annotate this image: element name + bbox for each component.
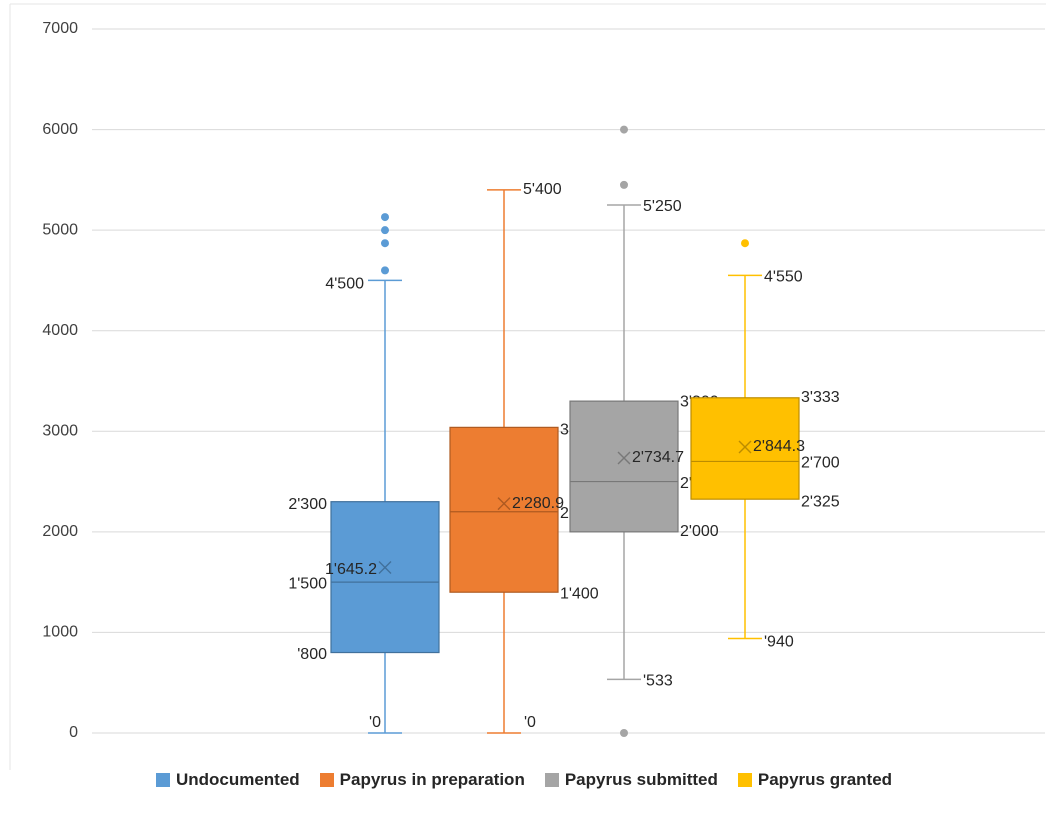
legend-swatch: [319, 773, 334, 787]
legend: Undocumented Papyrus in preparation Papyru…: [0, 770, 1048, 790]
data-label-max: 4'500: [325, 276, 364, 293]
box: [449, 426, 559, 593]
data-label-median: 1'500: [288, 575, 327, 592]
mean-marker: [497, 497, 511, 511]
data-label-q3: 2'300: [288, 496, 327, 513]
mean-marker: [738, 440, 752, 454]
legend-item: Papyrus in preparation: [319, 770, 525, 790]
legend-swatch: [155, 773, 170, 787]
data-label-mean: 2'844.3: [753, 438, 805, 455]
data-label-q1: 1'400: [560, 585, 599, 602]
box-plot-chart: 0 1000 2000 3000 4000 5000 6000 7000 4'500 2'300 1…: [9, 3, 1046, 770]
y-tick-label: 6000: [42, 121, 78, 138]
y-tick-label: 3000: [42, 423, 78, 440]
box: [569, 400, 679, 533]
legend-label: Undocumented: [175, 770, 300, 789]
box: [690, 397, 800, 500]
data-label-max: 5'250: [643, 198, 682, 215]
box-series-2: [449, 189, 559, 734]
box-series-1: [330, 213, 440, 734]
data-label-mean: 2'734.7: [632, 449, 684, 466]
outlier-point: [620, 180, 628, 189]
legend-item: Undocumented: [155, 770, 300, 790]
data-label-q1: '800: [297, 646, 327, 663]
y-tick-label: 0: [69, 724, 78, 741]
data-label-mean: 2'280.9: [512, 495, 564, 512]
box: [330, 501, 440, 654]
data-label-min: '0: [524, 714, 536, 731]
legend-swatch: [737, 773, 752, 787]
legend-item: Papyrus granted: [737, 770, 893, 790]
data-label-mean: 1'645.2: [325, 561, 377, 578]
y-tick-label: 5000: [42, 221, 78, 238]
legend-item: Papyrus submitted: [544, 770, 718, 790]
outlier-point: [620, 125, 628, 134]
data-label-q1: 2'000: [680, 523, 719, 540]
legend-label: Papyrus granted: [757, 770, 893, 789]
outlier-point: [381, 213, 389, 222]
data-label-max: 4'550: [764, 269, 803, 286]
outlier-point: [381, 266, 389, 275]
legend-label: Papyrus submitted: [564, 770, 718, 789]
outlier-point: [741, 239, 749, 248]
data-label-q1: 2'325: [801, 493, 840, 510]
y-tick-label: 7000: [42, 20, 78, 37]
data-label-min: '0: [369, 714, 381, 731]
outlier-point: [381, 239, 389, 248]
legend-label: Papyrus in preparation: [339, 770, 525, 789]
data-label-min: '533: [643, 673, 673, 690]
y-tick-label: 2000: [42, 523, 78, 540]
box-series-3: [569, 125, 679, 737]
outlier-point: [620, 729, 628, 737]
outlier-point: [381, 226, 389, 235]
legend-swatch: [544, 773, 559, 787]
data-label-max: 5'400: [523, 181, 562, 198]
y-tick-label: 1000: [42, 624, 78, 641]
box-series-4: [690, 239, 800, 640]
mean-marker: [617, 451, 631, 465]
data-label-min: '940: [764, 634, 794, 651]
data-label-median: 2'700: [801, 455, 840, 472]
mean-marker: [378, 561, 392, 575]
y-tick-label: 4000: [42, 322, 78, 339]
data-label-q3: 3'333: [801, 389, 840, 406]
